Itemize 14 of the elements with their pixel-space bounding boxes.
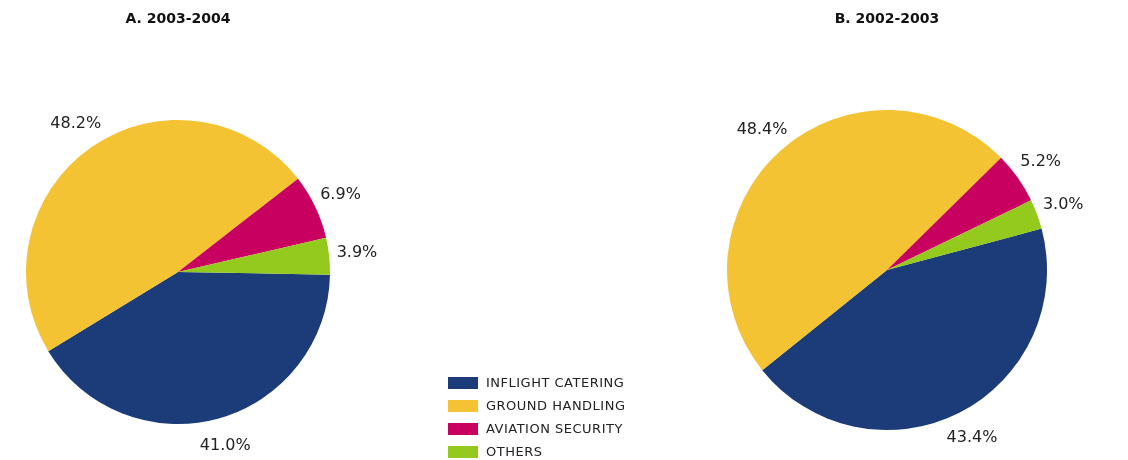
legend-label: GROUND HANDLING (486, 398, 626, 413)
chart-title: A. 2003-2004 (124, 10, 232, 26)
data-label: 6.9% (320, 183, 361, 203)
data-label: 41.0% (199, 434, 251, 454)
legend-label: AVIATION SECURITY (486, 421, 623, 436)
data-label: 48.2% (50, 113, 102, 133)
data-label: 5.2% (1020, 150, 1062, 170)
chart-title: B. 2002-2003 (833, 10, 941, 26)
data-label: 3.0% (1042, 193, 1084, 213)
data-label: 43.4% (946, 426, 998, 446)
legend-label: OTHERS (486, 444, 543, 459)
data-label: 3.9% (336, 242, 378, 262)
data-label: 48.4% (736, 118, 788, 138)
legend-label: INFLIGHT CATERING (486, 375, 625, 390)
